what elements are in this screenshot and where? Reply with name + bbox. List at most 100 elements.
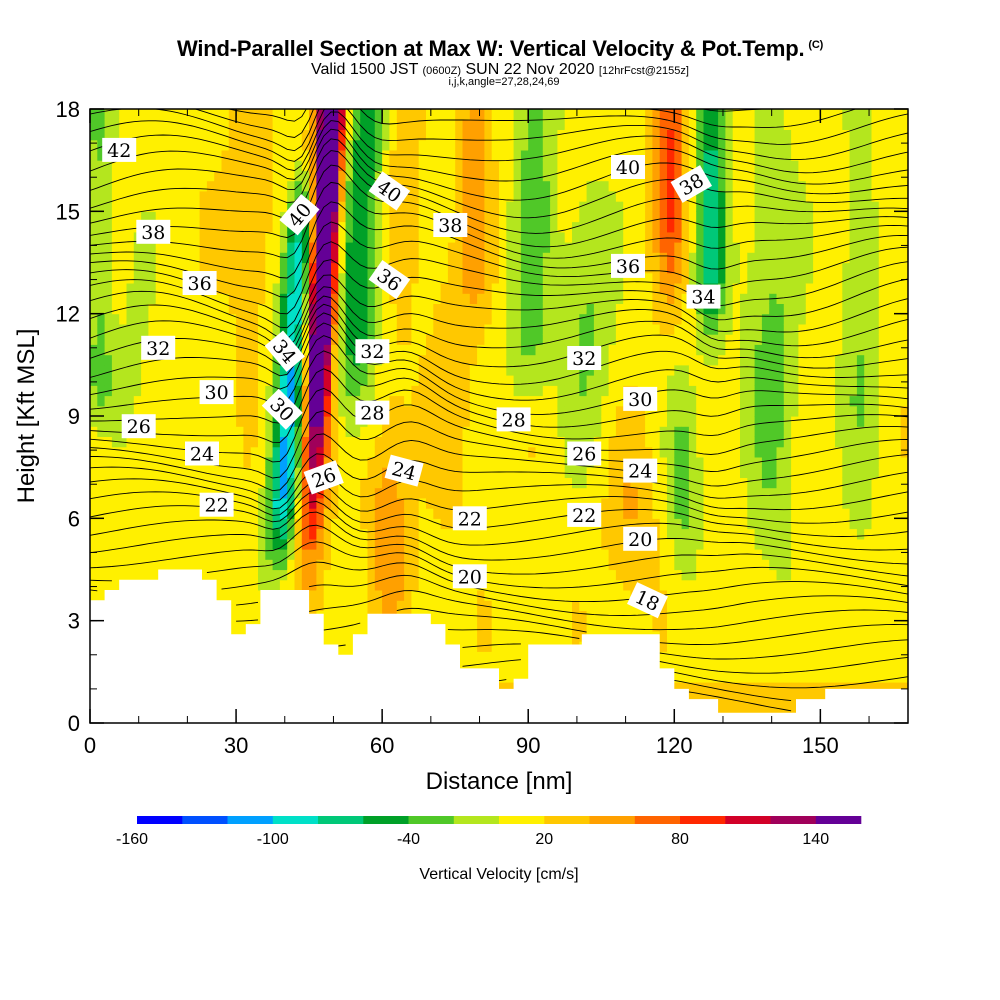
velocity-cell xyxy=(557,590,566,601)
velocity-cell xyxy=(374,201,383,212)
velocity-cell xyxy=(593,610,602,622)
velocity-cell xyxy=(652,160,661,171)
velocity-cell xyxy=(272,170,281,182)
velocity-cell xyxy=(258,456,266,468)
velocity-cell xyxy=(601,436,610,448)
velocity-cell xyxy=(681,549,690,560)
velocity-cell xyxy=(177,334,186,345)
velocity-cell xyxy=(90,385,98,397)
velocity-cell xyxy=(90,436,98,448)
velocity-cell xyxy=(243,149,252,161)
velocity-cell xyxy=(163,456,171,468)
velocity-cell xyxy=(593,528,602,540)
velocity-cell xyxy=(586,538,595,550)
velocity-cell xyxy=(542,538,551,550)
velocity-cell xyxy=(550,487,558,499)
velocity-cell xyxy=(455,385,464,397)
velocity-cell xyxy=(374,303,383,315)
velocity-cell xyxy=(236,272,244,284)
velocity-cell xyxy=(674,467,683,478)
velocity-cell xyxy=(659,129,668,141)
velocity-cell xyxy=(104,395,113,407)
velocity-cell xyxy=(462,456,471,468)
velocity-cell xyxy=(520,364,529,376)
velocity-cell xyxy=(309,518,317,530)
velocity-cell xyxy=(90,303,98,315)
velocity-cell xyxy=(228,538,237,550)
velocity-cell xyxy=(243,467,252,478)
velocity-cell xyxy=(499,538,507,550)
velocity-cell xyxy=(258,129,266,141)
velocity-cell xyxy=(345,160,354,171)
velocity-cell xyxy=(338,119,347,130)
velocity-cell xyxy=(236,323,244,335)
velocity-cell xyxy=(499,508,507,519)
velocity-cell xyxy=(557,467,566,478)
velocity-cell xyxy=(674,651,683,663)
velocity-cell xyxy=(265,283,274,294)
velocity-cell xyxy=(265,528,274,540)
velocity-cell xyxy=(411,569,420,581)
velocity-cell xyxy=(455,405,464,417)
velocity-cell xyxy=(681,344,690,356)
velocity-cell xyxy=(469,354,478,366)
velocity-cell xyxy=(659,252,668,264)
velocity-cell xyxy=(301,149,310,161)
velocity-cell xyxy=(426,446,434,458)
velocity-cell xyxy=(199,129,208,141)
velocity-cell xyxy=(477,477,485,489)
velocity-cell xyxy=(133,364,142,376)
velocity-cell xyxy=(90,221,98,233)
velocity-cell xyxy=(462,109,471,120)
velocity-cell xyxy=(579,119,588,130)
velocity-cell xyxy=(111,303,120,315)
velocity-cell xyxy=(294,487,303,499)
velocity-cell xyxy=(623,477,632,489)
velocity-cell xyxy=(133,405,142,417)
velocity-cell xyxy=(484,446,493,458)
velocity-cell xyxy=(265,149,274,161)
velocity-cell xyxy=(396,129,405,141)
velocity-cell xyxy=(564,487,573,499)
velocity-cell xyxy=(374,385,383,397)
velocity-cell xyxy=(367,518,376,530)
velocity-cell xyxy=(170,426,179,437)
velocity-cell xyxy=(637,610,646,622)
velocity-cell xyxy=(601,180,610,192)
velocity-cell xyxy=(440,334,449,345)
velocity-cell xyxy=(243,252,252,264)
velocity-cell xyxy=(411,600,420,611)
velocity-cell xyxy=(345,119,354,130)
velocity-cell xyxy=(615,211,624,223)
velocity-cell xyxy=(170,201,179,212)
velocity-cell xyxy=(447,528,456,540)
velocity-cell xyxy=(593,170,602,182)
velocity-cell xyxy=(696,630,705,642)
velocity-cell xyxy=(338,129,347,141)
velocity-cell xyxy=(404,600,412,611)
velocity-cell xyxy=(258,303,266,315)
velocity-cell xyxy=(572,231,580,243)
velocity-cell xyxy=(506,344,515,356)
velocity-cell xyxy=(323,190,332,202)
velocity-cell xyxy=(528,303,537,315)
velocity-cell xyxy=(513,487,522,499)
velocity-cell xyxy=(491,272,500,284)
velocity-cell xyxy=(440,170,449,182)
velocity-cell xyxy=(623,579,632,591)
velocity-cell xyxy=(258,405,266,417)
velocity-cell xyxy=(163,426,171,437)
velocity-cell xyxy=(206,477,215,489)
velocity-cell xyxy=(542,559,551,571)
velocity-cell xyxy=(382,385,390,397)
velocity-cell xyxy=(499,630,507,642)
velocity-cell xyxy=(360,190,369,202)
velocity-cell xyxy=(258,375,266,386)
velocity-cell xyxy=(236,467,244,478)
velocity-cell xyxy=(550,201,558,212)
velocity-cell xyxy=(301,456,310,468)
velocity-cell xyxy=(506,641,515,652)
velocity-cell xyxy=(572,487,580,499)
velocity-cell xyxy=(148,252,157,264)
velocity-cell xyxy=(119,467,128,478)
